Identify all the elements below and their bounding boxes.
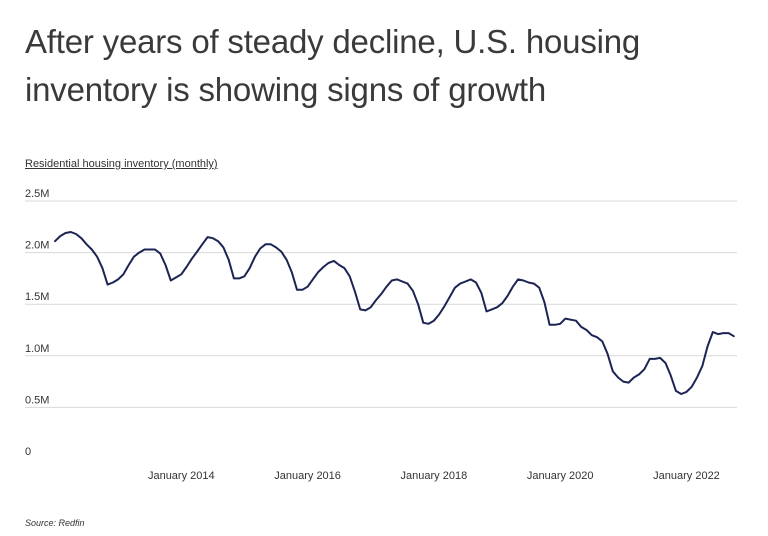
series-line-0 [54, 231, 735, 395]
grid-lines [25, 200, 737, 408]
y-tick-label: 0.5M [25, 394, 49, 406]
y-tick-label: 1.5M [25, 291, 49, 303]
x-tick-labels: January 2014 January 2016 January 2018 Janu… [148, 470, 720, 482]
y-axis-label: Residential housing inventory (monthly) [25, 158, 218, 170]
y-tick-label: 2.0M [25, 240, 49, 252]
series-layer [54, 231, 735, 395]
x-tick-label: January 2018 [401, 470, 468, 482]
y-tick-label: 2.5M [25, 188, 49, 200]
y-tick-label: 0 [25, 446, 31, 458]
x-tick-label: January 2016 [274, 470, 341, 482]
x-tick-label: January 2014 [148, 470, 215, 482]
y-tick-labels: 0 0.5M 1.0M 1.5M 2.0M 2.5M [25, 188, 49, 458]
y-tick-label: 1.0M [25, 343, 49, 355]
source-note: Source: Redfin [25, 518, 85, 528]
x-tick-label: January 2022 [653, 470, 720, 482]
x-tick-label: January 2020 [527, 470, 594, 482]
chart-title: After years of steady decline, U.S. hous… [25, 23, 641, 108]
